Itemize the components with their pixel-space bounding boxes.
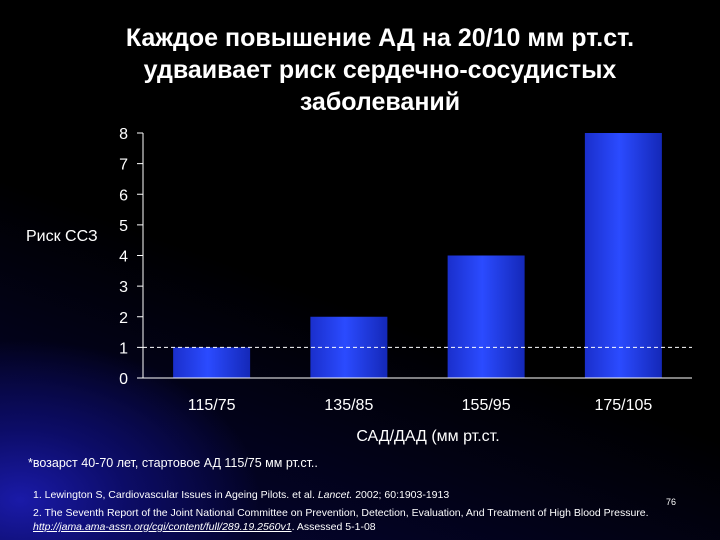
y-tick-label: 0: [119, 371, 128, 388]
page-number: 76: [666, 497, 677, 507]
y-tick-label: 2: [119, 310, 128, 327]
reference-2: 2. The Seventh Report of the Joint Natio…: [33, 506, 693, 534]
x-tick-label: 155/95: [462, 397, 511, 414]
reference-1-details: 2002; 60:1903-1913: [352, 489, 450, 501]
references: 1. Lewington S, Cardiovascular Issues in…: [33, 488, 693, 534]
x-axis-title: САД/ДАД (мм рт.ст.: [356, 428, 499, 445]
bar-175-105: [584, 133, 662, 378]
reference-1-text: 1. Lewington S, Cardiovascular Issues in…: [33, 489, 318, 501]
y-tick-label: 7: [119, 157, 128, 174]
y-axis-title: Риск ССЗ: [26, 228, 98, 245]
y-tick-label: 3: [119, 279, 128, 296]
footnote: *возарст 40-70 лет, стартовое АД 115/75 …: [28, 456, 318, 470]
reference-2-text: 2. The Seventh Report of the Joint Natio…: [33, 507, 649, 519]
y-tick-label: 1: [119, 340, 128, 357]
x-tick-label: 115/75: [188, 397, 236, 414]
bar-155-95: [447, 255, 525, 378]
reference-2-link[interactable]: http://jama.ama-assn.org/cgi/content/ful…: [33, 521, 292, 533]
y-tick-label: 6: [119, 187, 128, 204]
y-tick-label: 5: [119, 218, 128, 235]
reference-1: 1. Lewington S, Cardiovascular Issues in…: [33, 488, 693, 502]
reference-2-details: . Assessed 5-1-08: [291, 521, 376, 533]
reference-1-journal: Lancet.: [317, 489, 353, 501]
y-tick-label: 4: [119, 249, 128, 266]
x-tick-label: 175/105: [594, 397, 652, 414]
chart-title: Каждое повышение АД на 20/10 мм рт.ст. у…: [125, 24, 635, 116]
y-tick-label: 8: [119, 126, 128, 143]
bar-115-75: [173, 347, 251, 378]
x-tick-label: 135/85: [324, 397, 373, 414]
